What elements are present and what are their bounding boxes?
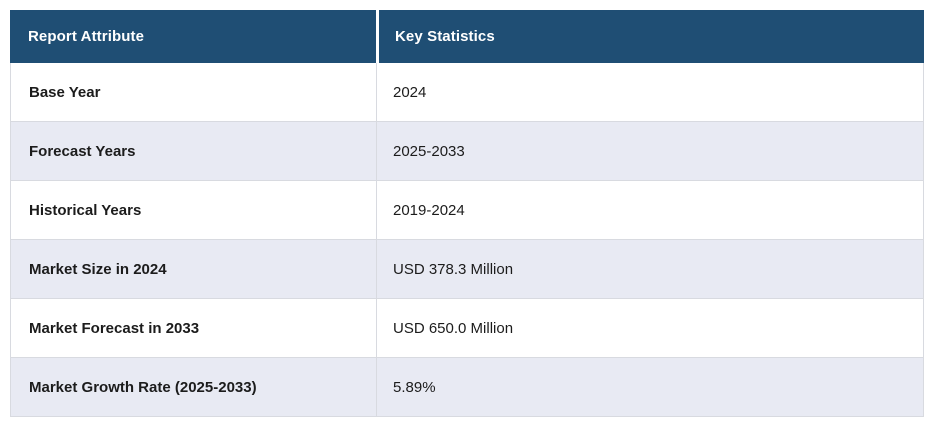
attribute-cell: Forecast Years xyxy=(10,122,376,181)
header-row: Report Attribute Key Statistics xyxy=(10,10,924,63)
report-attributes-table: Report Attribute Key Statistics Base Yea… xyxy=(10,10,924,417)
table-row-market-size: Market Size in 2024 USD 378.3 Million xyxy=(10,240,924,299)
value-cell: 5.89% xyxy=(376,358,924,417)
table-header: Report Attribute Key Statistics xyxy=(10,10,924,63)
value-cell: 2019-2024 xyxy=(376,181,924,240)
table-row-historical-years: Historical Years 2019-2024 xyxy=(10,181,924,240)
value-cell: USD 378.3 Million xyxy=(376,240,924,299)
table-row-base-year: Base Year 2024 xyxy=(10,63,924,122)
value-cell: 2025-2033 xyxy=(376,122,924,181)
table-row-forecast-years: Forecast Years 2025-2033 xyxy=(10,122,924,181)
attribute-cell: Market Size in 2024 xyxy=(10,240,376,299)
column-header-report-attribute: Report Attribute xyxy=(10,10,376,63)
value-cell: 2024 xyxy=(376,63,924,122)
table-row-market-forecast: Market Forecast in 2033 USD 650.0 Millio… xyxy=(10,299,924,358)
attribute-cell: Market Growth Rate (2025-2033) xyxy=(10,358,376,417)
column-header-key-statistics: Key Statistics xyxy=(376,10,924,63)
value-cell: USD 650.0 Million xyxy=(376,299,924,358)
attribute-cell: Historical Years xyxy=(10,181,376,240)
table-body: Base Year 2024 Forecast Years 2025-2033 … xyxy=(10,63,924,417)
attribute-cell: Base Year xyxy=(10,63,376,122)
attribute-cell: Market Forecast in 2033 xyxy=(10,299,376,358)
table-row-growth-rate: Market Growth Rate (2025-2033) 5.89% xyxy=(10,358,924,417)
